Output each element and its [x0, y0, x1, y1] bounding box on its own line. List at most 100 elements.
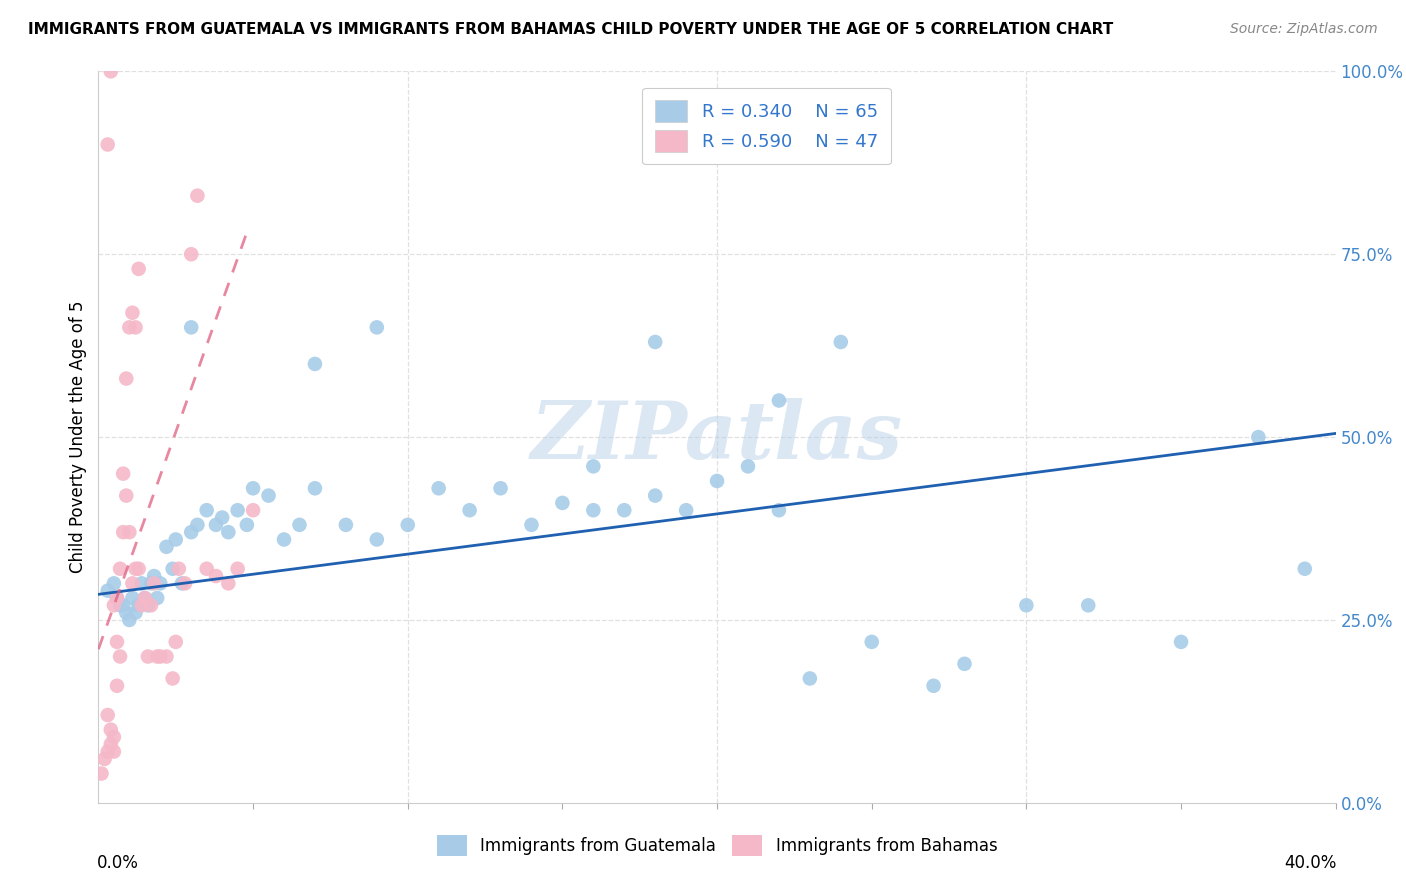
Point — [97, 745, 120, 759]
Point — [97, 708, 120, 723]
Point — [100, 737, 122, 751]
Point — [165, 635, 187, 649]
Point — [953, 657, 976, 671]
Point — [146, 649, 169, 664]
Point — [211, 510, 233, 524]
Point — [186, 188, 208, 202]
Point — [143, 569, 166, 583]
Point — [162, 672, 184, 686]
Point — [155, 540, 177, 554]
Point — [136, 599, 159, 613]
Point — [236, 517, 259, 532]
Text: Source: ZipAtlas.com: Source: ZipAtlas.com — [1230, 22, 1378, 37]
Point — [186, 517, 208, 532]
Point — [205, 517, 228, 532]
Point — [304, 481, 326, 495]
Point — [100, 64, 122, 78]
Point — [115, 606, 138, 620]
Point — [273, 533, 295, 547]
Point — [93, 752, 115, 766]
Point — [103, 599, 125, 613]
Point — [100, 723, 122, 737]
Point — [205, 569, 228, 583]
Point — [366, 533, 388, 547]
Point — [242, 503, 264, 517]
Point — [134, 591, 156, 605]
Point — [103, 730, 125, 744]
Point — [97, 137, 120, 152]
Point — [737, 459, 759, 474]
Point — [124, 606, 146, 620]
Point — [1015, 599, 1038, 613]
Point — [582, 459, 605, 474]
Point — [128, 261, 150, 276]
Point — [706, 474, 728, 488]
Point — [146, 591, 169, 605]
Point — [217, 576, 239, 591]
Point — [675, 503, 697, 517]
Point — [115, 489, 138, 503]
Point — [582, 503, 605, 517]
Point — [1170, 635, 1192, 649]
Point — [134, 591, 156, 605]
Point — [112, 467, 135, 481]
Point — [613, 503, 636, 517]
Point — [180, 525, 202, 540]
Point — [121, 576, 143, 591]
Point — [108, 562, 131, 576]
Point — [1077, 599, 1099, 613]
Point — [768, 503, 790, 517]
Point — [90, 766, 112, 780]
Point — [155, 649, 177, 664]
Point — [108, 649, 131, 664]
Point — [335, 517, 357, 532]
Point — [131, 576, 153, 591]
Point — [124, 562, 146, 576]
Point — [170, 576, 193, 591]
Point — [105, 635, 128, 649]
Text: 40.0%: 40.0% — [1285, 854, 1337, 872]
Point — [1247, 430, 1270, 444]
Point — [105, 591, 128, 605]
Point — [226, 503, 249, 517]
Point — [195, 503, 218, 517]
Point — [644, 334, 666, 349]
Point — [366, 320, 388, 334]
Point — [458, 503, 481, 517]
Point — [304, 357, 326, 371]
Point — [118, 613, 141, 627]
Point — [1294, 562, 1316, 576]
Point — [242, 481, 264, 495]
Text: 0.0%: 0.0% — [97, 854, 139, 872]
Text: IMMIGRANTS FROM GUATEMALA VS IMMIGRANTS FROM BAHAMAS CHILD POVERTY UNDER THE AGE: IMMIGRANTS FROM GUATEMALA VS IMMIGRANTS … — [28, 22, 1114, 37]
Point — [128, 599, 150, 613]
Point — [121, 306, 143, 320]
Point — [112, 525, 135, 540]
Point — [396, 517, 419, 532]
Point — [143, 576, 166, 591]
Point — [489, 481, 512, 495]
Point — [139, 599, 162, 613]
Point — [180, 320, 202, 334]
Point — [136, 649, 159, 664]
Point — [427, 481, 450, 495]
Point — [768, 393, 790, 408]
Point — [165, 533, 187, 547]
Y-axis label: Child Poverty Under the Age of 5: Child Poverty Under the Age of 5 — [69, 301, 87, 574]
Point — [551, 496, 574, 510]
Point — [121, 591, 143, 605]
Point — [118, 525, 141, 540]
Point — [162, 562, 184, 576]
Point — [103, 576, 125, 591]
Point — [520, 517, 543, 532]
Point — [257, 489, 280, 503]
Point — [105, 591, 128, 605]
Point — [288, 517, 311, 532]
Point — [118, 320, 141, 334]
Point — [217, 525, 239, 540]
Point — [922, 679, 945, 693]
Point — [131, 599, 153, 613]
Point — [226, 562, 249, 576]
Point — [139, 576, 162, 591]
Point — [167, 562, 190, 576]
